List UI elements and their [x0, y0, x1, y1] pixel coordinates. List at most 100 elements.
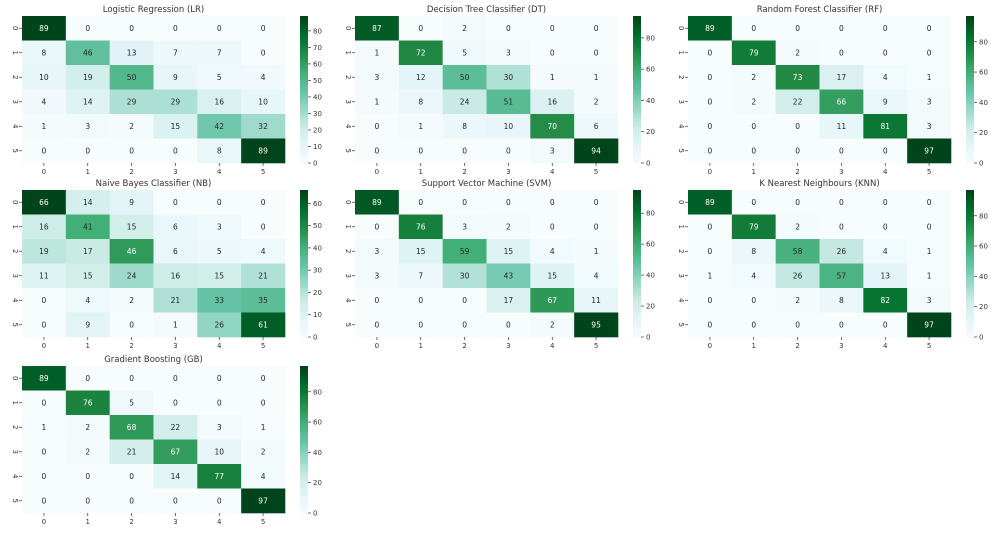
cell-value-label: 0 [927, 222, 932, 231]
colorbar-segment [966, 35, 974, 39]
colorbar-segment [966, 99, 974, 103]
cell-value-label: 4 [594, 271, 599, 280]
cell-value-label: 3 [375, 271, 380, 280]
heatmap-cell [197, 114, 242, 139]
colorbar-segment [966, 87, 974, 90]
cell-value-label: 2 [129, 296, 134, 305]
colorbar-segment [966, 214, 974, 218]
cell-value-label: 0 [42, 320, 47, 329]
colorbar-segment [966, 190, 974, 193]
heatmap-cell [731, 65, 776, 90]
colorbar-segment [966, 314, 974, 318]
panel-title: Random Forest Classifier (RF) [757, 5, 883, 15]
heatmap-cell [574, 138, 619, 164]
colorbar-tick-label: 50 [313, 222, 322, 230]
heatmap-cell [731, 263, 776, 289]
cell-value-label: 0 [883, 48, 888, 57]
cell-value-label: 0 [927, 24, 932, 33]
cell-value-label: 29 [171, 97, 181, 106]
cell-value-label: 1 [42, 423, 47, 432]
heatmap-cell [775, 288, 820, 313]
colorbar-tick-label: 10 [313, 311, 322, 319]
heatmap-cell [863, 190, 908, 215]
colorbar-segment [300, 116, 308, 120]
x-tick-label: 5 [927, 168, 931, 176]
colorbar-segment [300, 45, 308, 49]
colorbar-segment [300, 422, 308, 426]
heatmap-cell [775, 214, 820, 240]
colorbar-segment [633, 221, 641, 225]
cell-value-label: 0 [550, 24, 555, 33]
cell-value-label: 68 [127, 423, 137, 432]
x-tick-label: 4 [883, 168, 888, 176]
colorbar-segment [300, 148, 308, 152]
cell-value-label: 81 [880, 122, 890, 131]
cell-value-label: 2 [795, 222, 800, 231]
colorbar-tick-label: 80 [313, 27, 322, 35]
colorbar-segment [300, 317, 308, 321]
heatmap-cell [688, 138, 733, 164]
colorbar-segment [300, 446, 308, 450]
heatmap-cell [907, 239, 952, 264]
heatmap-cell [153, 312, 198, 338]
cell-value-label: 0 [462, 320, 467, 329]
colorbar-segment [300, 305, 308, 308]
cell-value-label: 58 [793, 247, 803, 256]
heatmap-cell [22, 138, 67, 164]
colorbar-segment [300, 118, 308, 122]
heatmap-cell [398, 65, 443, 90]
colorbar-segment [300, 437, 308, 440]
colorbar-segment [633, 295, 641, 299]
colorbar-segment [966, 33, 974, 36]
cell-value-label: 0 [42, 447, 47, 456]
colorbar-segment [633, 60, 641, 63]
heatmap-cell [109, 89, 154, 115]
cell-value-label: 0 [751, 122, 756, 131]
cell-value-label: 1 [550, 73, 555, 82]
y-tick-label: 0 [677, 26, 685, 30]
heatmap-cell [574, 40, 619, 66]
heatmap-cell [197, 138, 242, 164]
colorbar-segment [300, 290, 308, 294]
x-tick-label: 4 [550, 342, 555, 350]
colorbar-segment [633, 241, 641, 245]
cell-value-label: 0 [839, 320, 844, 329]
colorbar-segment [966, 305, 974, 308]
x-tick-label: 1 [752, 168, 756, 176]
heatmap-cell [530, 65, 575, 90]
colorbar-segment [633, 18, 641, 22]
colorbar-segment [966, 319, 974, 323]
colorbar-segment [633, 216, 641, 220]
cell-value-label: 33 [214, 296, 224, 305]
cell-value-label: 0 [883, 24, 888, 33]
heatmap-cell [109, 40, 154, 66]
cell-value-label: 0 [129, 472, 134, 481]
colorbar-segment [966, 65, 974, 68]
cell-value-label: 0 [418, 320, 423, 329]
cell-value-label: 41 [83, 222, 93, 231]
heatmap-cell [442, 89, 487, 115]
colorbar-segment [633, 140, 641, 144]
heatmap-cell [398, 114, 443, 139]
colorbar-segment [966, 192, 974, 196]
cell-value-label: 0 [708, 97, 713, 106]
colorbar-segment [966, 332, 974, 335]
cell-value-label: 9 [129, 198, 134, 207]
cell-value-label: 3 [462, 222, 467, 231]
colorbar-tick-label: 0 [313, 334, 317, 342]
cell-value-label: 0 [173, 146, 178, 155]
colorbar-tick-label: 0 [646, 334, 650, 342]
colorbar-segment [633, 265, 641, 269]
y-tick-label: 4 [677, 124, 685, 129]
y-tick-label: 0 [11, 26, 19, 30]
heatmap-cell [574, 65, 619, 90]
heatmap-cell [197, 415, 242, 440]
cell-value-label: 0 [173, 24, 178, 33]
cell-value-label: 89 [39, 374, 49, 383]
heatmap-cell [241, 366, 286, 391]
x-tick-label: 3 [839, 342, 843, 350]
colorbar-segment [633, 283, 641, 286]
colorbar-segment [300, 87, 308, 90]
heatmap-cell [109, 239, 154, 264]
colorbar-segment [633, 258, 641, 262]
